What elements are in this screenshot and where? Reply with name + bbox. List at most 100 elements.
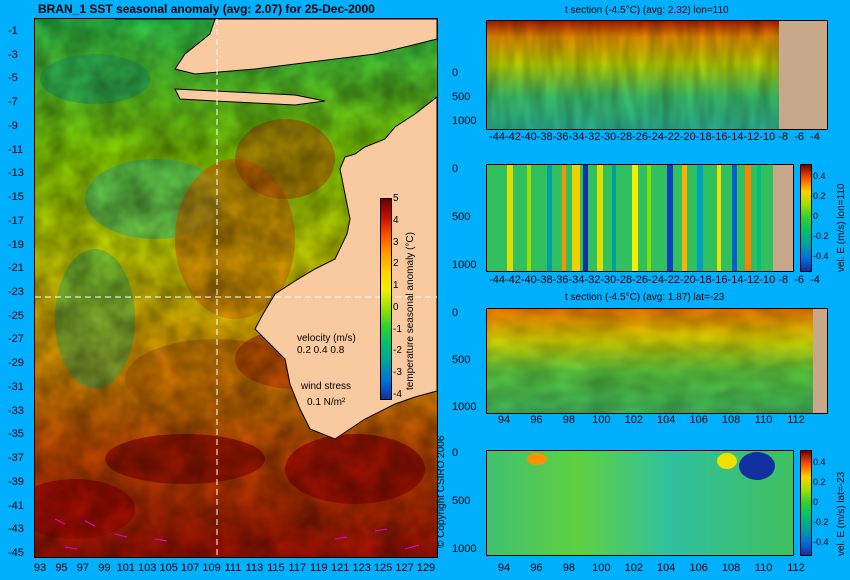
lat-tick: -11 [8,143,24,156]
p1-x-tick: -14 [727,131,744,143]
panel3-tsection [486,308,828,414]
p1-x-tick: -30 [600,131,617,143]
panel2-stripes [507,165,761,271]
lon-tick: 111 [224,562,242,574]
lat-tick: -9 [8,119,18,132]
panel1-subtitle: t section (-4.5°C) (avg: 2.32) lon=110 [565,5,729,16]
p4-x-tick: 110 [754,562,773,574]
sst-cb-tick: -3 [393,367,402,379]
lat-tick: -15 [8,191,24,204]
p2-x-tick: -36 [552,274,569,286]
panel4-side-label: vel. E (m/s) lat=-23 [836,471,847,556]
p1-x-tick: -36 [552,131,569,143]
p2-x-tick: -12 [743,274,760,286]
p2-cb-tick: -0.2 [813,231,829,241]
lon-tick: 113 [245,562,264,574]
lat-tick: -7 [8,96,18,109]
lat-tick: -17 [8,214,24,227]
lon-tick: 117 [288,562,307,574]
lon-tick: 105 [159,562,178,574]
velocity-legend-label: velocity (m/s) [297,333,356,344]
p3-x-tick: 94 [497,414,511,426]
p1-x-tick: -28 [616,131,633,143]
p2-x-tick: -40 [520,274,537,286]
sst-cb-tick: 2 [393,258,399,270]
lon-tick: 103 [138,562,157,574]
p1-y-tick: 1000 [452,115,477,127]
p3-x-tick: 98 [562,414,575,426]
p1-x-tick: -8 [778,131,789,143]
lon-tick: 119 [309,562,328,574]
p4-cb-tick: -0.4 [813,537,829,547]
lat-tick: -39 [8,475,24,488]
velocity-legend-scale: 0.2 0.4 0.8 [297,345,345,356]
p4-y-tick: 500 [452,495,471,507]
lat-tick: -25 [8,309,24,322]
island-landmass [174,88,326,106]
p4-x-tick: 100 [592,562,611,574]
lon-tick: 121 [331,562,350,574]
p2-x-tick: -8 [778,274,789,286]
panel2-colorbar [800,164,812,272]
lat-tick: -41 [8,499,24,512]
lon-tick: 93 [33,562,47,574]
p1-x-tick: -20 [679,131,696,143]
p1-x-tick: -38 [536,131,553,143]
p4-x-tick: 104 [657,562,676,574]
p3-x-tick: 104 [657,414,676,426]
sst-colorbar-label: temperature seasonal anomaly (°C) [405,232,416,390]
p2-cb-tick: 0.4 [813,171,826,181]
lat-tick: -21 [8,262,24,275]
map-title: BRAN_1 SST seasonal anomaly (avg: 2.07) … [38,2,375,16]
p1-y-tick: 0 [452,67,459,79]
lat-tick: -3 [8,48,18,61]
wind-legend-scale: 0.1 N/m² [307,397,346,408]
p2-x-tick: -20 [679,274,696,286]
panel2-velsection [486,164,794,272]
panel4-colorbar [800,450,812,556]
lat-tick: -31 [8,380,24,393]
panel2-side-label: vel. E (m/s) lon=110 [836,183,847,272]
lon-tick: 125 [373,562,393,574]
p4-x-tick: 96 [530,562,543,574]
p3-y-tick: 0 [452,307,459,319]
lat-tick: -13 [8,167,24,180]
sst-cb-tick: -1 [393,323,402,335]
p4-x-tick: 108 [721,562,741,574]
lat-tick: -35 [8,428,24,441]
p3-y-tick: 1000 [452,401,477,413]
p3-y-tick: 500 [452,354,471,366]
p1-x-tick: -26 [632,131,649,143]
lat-tick: -29 [8,357,24,370]
p4-cb-tick: 0 [813,497,819,507]
p2-y-tick: 1000 [452,259,477,271]
p4-y-tick: 1000 [452,543,477,555]
p4-x-tick: 102 [624,562,643,574]
sst-cb-tick: 0 [393,301,399,313]
sst-map: velocity (m/s) 0.2 0.4 0.8 wind stress 0… [34,18,438,558]
p1-x-tick: -22 [663,131,680,143]
lon-tick: 101 [116,562,135,574]
p4-x-tick: 94 [497,562,511,574]
p2-y-tick: 0 [452,163,459,175]
p2-x-tick: -18 [695,274,712,286]
lat-tick: -1 [8,25,18,37]
lon-tick: 123 [352,562,371,574]
p2-x-tick: -34 [568,274,585,286]
p2-cb-tick: 0.2 [813,191,826,201]
lat-tick: -5 [8,72,18,85]
p2-x-tick: -42 [504,274,521,286]
lon-tick: 99 [98,562,111,574]
p1-y-tick: 500 [452,91,471,103]
p3-x-tick: 110 [754,414,773,426]
p4-x-tick: 112 [787,562,805,574]
p1-x-tick: -40 [520,131,537,143]
p2-x-tick: -22 [663,274,680,286]
panel1-tsection [486,20,828,130]
sst-cb-tick: 1 [393,280,399,292]
p1-x-tick: -44 [489,131,505,143]
p2-x-tick: -28 [616,274,633,286]
sst-cb-tick: 4 [393,214,399,226]
p1-x-tick: -32 [584,131,601,143]
p4-cb-tick: 0.4 [813,457,826,467]
